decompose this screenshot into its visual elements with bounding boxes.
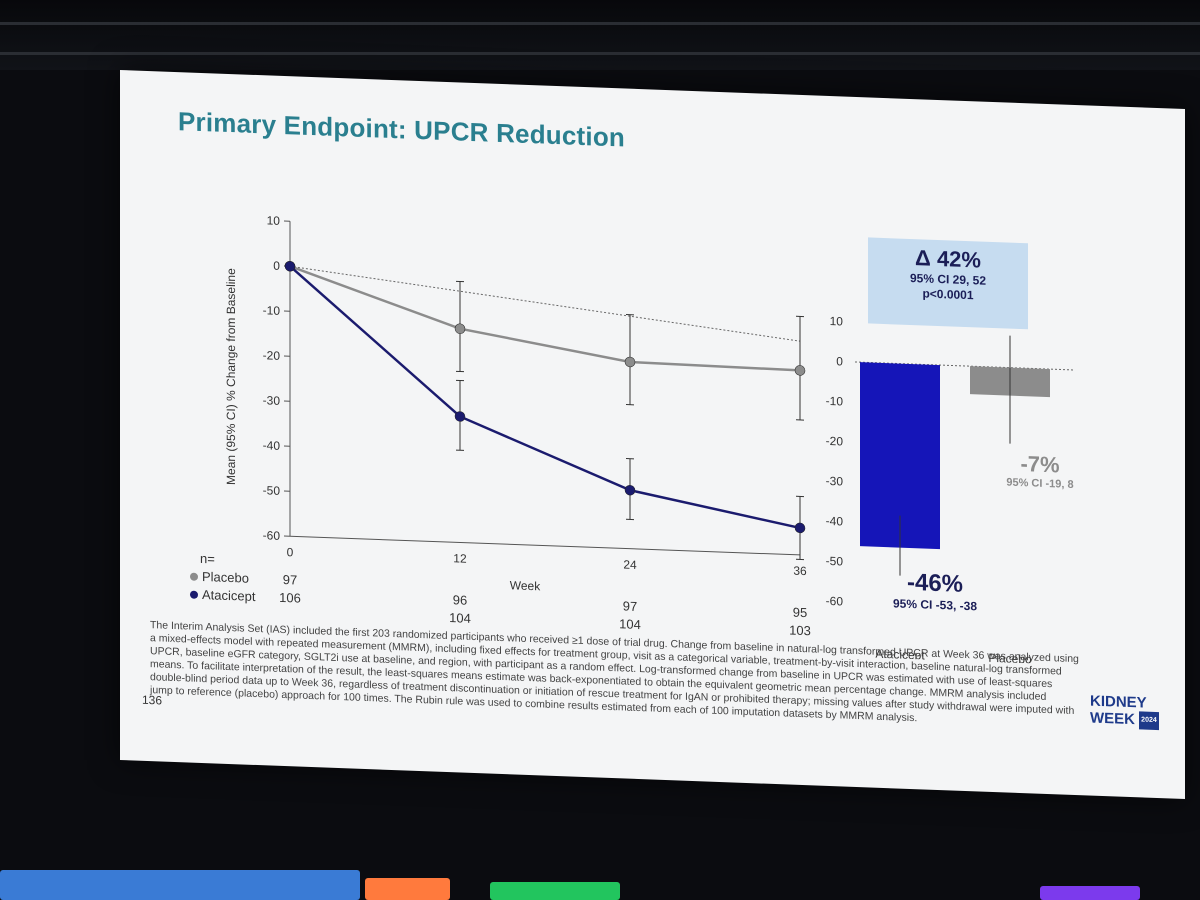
data-point-atacicept: [454, 411, 466, 422]
n-value: 97: [283, 572, 297, 588]
y-tick-label: 10: [267, 213, 281, 227]
y-tick-label: -50: [263, 483, 281, 498]
venue-ceiling: [0, 0, 1200, 70]
data-point-placebo: [624, 356, 636, 368]
data-point-atacicept: [624, 484, 636, 496]
line-chart: 10 0 -10 -20 -30 -40 -50 -60 0 12 24 36 Week Mean (95…: [190, 213, 811, 639]
logo-tag: 2024: [1139, 711, 1159, 731]
data-point-placebo: [454, 323, 466, 334]
bar-y-tick-label: -20: [826, 434, 844, 449]
series-line-atacicept: [289, 265, 801, 530]
y-tick-label: -10: [263, 303, 281, 318]
n-value: 104: [619, 616, 641, 632]
y-tick-label: -30: [263, 393, 281, 408]
y-tick-label: -60: [263, 528, 281, 543]
data-point-atacicept: [794, 522, 806, 534]
n-value: 104: [449, 610, 471, 626]
stage-truss: [0, 22, 1200, 25]
x-tick-label: 0: [287, 545, 294, 559]
presentation-slide: Primary Endpoint: UPCR Reduction 10 0 -10-…: [120, 70, 1185, 800]
bar-y-tick-label: -30: [826, 474, 844, 489]
bar-atacicept: [860, 362, 940, 550]
stage-screen-light: [0, 870, 360, 900]
legend-label-placebo: Placebo: [202, 569, 249, 586]
atacicept-result: -46% 95% CI -53, -38: [865, 567, 1005, 614]
placebo-result: -7% 95% CI -19, 8: [975, 449, 1105, 492]
bar-y-tick-label: -40: [826, 514, 844, 529]
bar-y-tick-label: 10: [830, 314, 844, 328]
kidney-week-logo: KIDNEY WEEK 2024: [1090, 693, 1159, 731]
x-tick-label: 12: [453, 551, 467, 565]
y-tick-label: -20: [263, 348, 281, 363]
bar-chart: 100-10-20-30-40-50-60Ataciceptn=103Place…: [826, 314, 1075, 669]
data-point-atacicept: [284, 260, 296, 272]
n-value: 103: [789, 623, 811, 639]
delta-box: Δ 42% 95% CI 29, 52 p<0.0001: [868, 237, 1028, 330]
stage-screen-light: [1040, 886, 1140, 900]
bar-y-tick-label: -50: [826, 554, 844, 569]
y-axis-label: Mean (95% CI) % Change from Baseline: [224, 268, 238, 486]
bar-y-tick-label: 0: [836, 354, 843, 368]
stage-screen-light: [365, 878, 450, 900]
reference-line: [289, 265, 801, 342]
series-line-placebo: [289, 265, 801, 372]
n-value: 106: [279, 590, 301, 606]
x-tick-label: 24: [623, 557, 637, 571]
legend-marker-placebo: [190, 572, 198, 581]
n-table-header: n=: [200, 551, 215, 567]
logo-line2: WEEK 2024: [1090, 709, 1159, 731]
y-tick-label: -40: [263, 438, 281, 453]
n-value: 95: [793, 605, 807, 621]
x-tick-label: 36: [793, 564, 807, 578]
bar-y-tick-label: -60: [826, 594, 844, 609]
bar-y-tick-label: -10: [826, 394, 844, 409]
upcr-charts: 10 0 -10 -20 -30 -40 -50 -60 0 12 24 36 Week Mean (95…: [190, 213, 1075, 669]
x-axis-line: [290, 535, 800, 556]
y-tick-label: 0: [273, 259, 280, 273]
x-axis-label: Week: [510, 578, 541, 593]
stage-screen-light: [490, 882, 620, 900]
n-value: 97: [623, 598, 637, 614]
n-value: 96: [453, 592, 467, 608]
legend-marker-atacicept: [190, 590, 198, 599]
legend-label-atacicept: Atacicept: [202, 587, 256, 604]
stage-truss: [0, 52, 1200, 55]
slide-number: 136: [142, 692, 163, 708]
data-point-placebo: [794, 365, 806, 376]
